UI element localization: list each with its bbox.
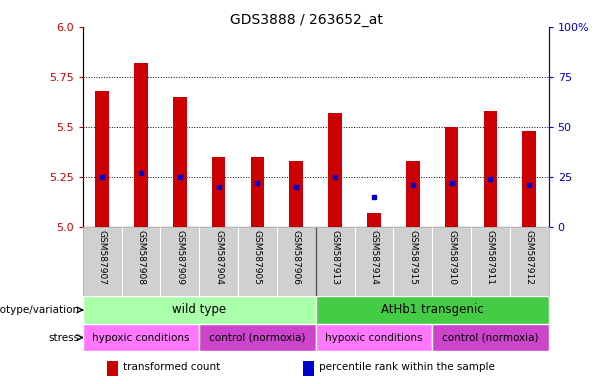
Bar [406, 161, 419, 227]
Text: GSM587907: GSM587907 [97, 230, 107, 285]
Text: GSM587911: GSM587911 [486, 230, 495, 285]
Text: GSM587908: GSM587908 [137, 230, 145, 285]
Text: GSM587905: GSM587905 [253, 230, 262, 285]
Text: transformed count: transformed count [123, 362, 220, 372]
Bar [316, 296, 549, 324]
Text: wild type: wild type [172, 303, 226, 316]
Bar [367, 213, 381, 227]
Bar [316, 324, 432, 351]
Text: GSM587909: GSM587909 [175, 230, 185, 285]
Bar [134, 63, 148, 227]
Bar [329, 113, 342, 227]
Text: GSM587912: GSM587912 [525, 230, 534, 285]
Text: GSM587910: GSM587910 [447, 230, 456, 285]
Text: hypoxic conditions: hypoxic conditions [92, 333, 190, 343]
Bar [173, 97, 186, 227]
Bar [251, 157, 264, 227]
Text: control (normoxia): control (normoxia) [209, 333, 306, 343]
Text: GSM587904: GSM587904 [214, 230, 223, 285]
Bar [289, 161, 303, 227]
Text: GSM587913: GSM587913 [330, 230, 340, 285]
Bar [83, 324, 199, 351]
Text: GDS3888 / 263652_at: GDS3888 / 263652_at [230, 13, 383, 27]
Bar [212, 157, 226, 227]
Bar [96, 91, 109, 227]
Text: hypoxic conditions: hypoxic conditions [325, 333, 423, 343]
Bar [484, 111, 497, 227]
Bar [83, 296, 316, 324]
Text: stress: stress [48, 333, 80, 343]
Text: AtHb1 transgenic: AtHb1 transgenic [381, 303, 484, 316]
Text: GSM587915: GSM587915 [408, 230, 417, 285]
Text: genotype/variation: genotype/variation [0, 305, 80, 315]
Bar [522, 131, 536, 227]
Bar [432, 324, 549, 351]
Text: GSM587914: GSM587914 [370, 230, 378, 285]
Bar [445, 127, 459, 227]
Text: control (normoxia): control (normoxia) [442, 333, 539, 343]
Text: percentile rank within the sample: percentile rank within the sample [319, 362, 495, 372]
Bar [199, 324, 316, 351]
Text: GSM587906: GSM587906 [292, 230, 301, 285]
